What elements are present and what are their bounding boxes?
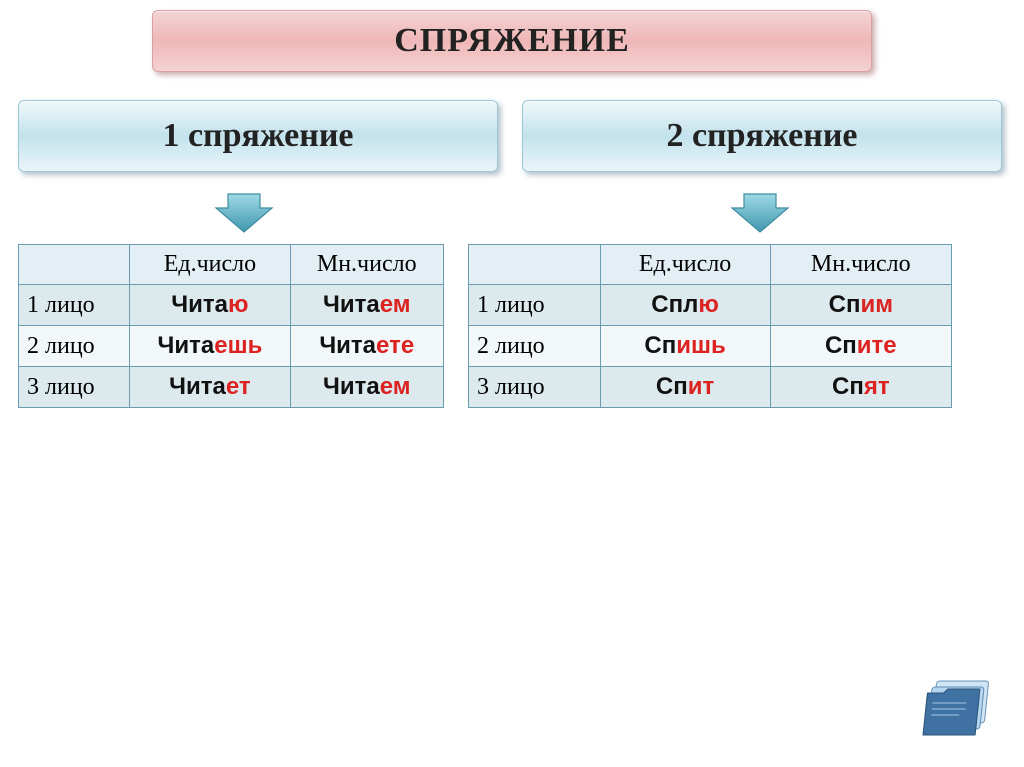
cell: Спит: [600, 367, 770, 408]
down-arrow-icon: [730, 190, 790, 234]
cell: Читаете: [290, 326, 444, 367]
conjugation-1-heading: 1 спряжение: [162, 117, 353, 155]
col-plural: Мн.число: [290, 245, 444, 285]
conjugation-2-heading-box: 2 спряжение: [522, 100, 1002, 172]
cell: Читает: [130, 367, 290, 408]
row-label: 1 лицо: [469, 285, 601, 326]
cell: Читаю: [130, 285, 290, 326]
conjugation-2-table: Ед.число Мн.число 1 лицо Сплю Спим 2 лиц…: [468, 244, 952, 408]
row-label: 1 лицо: [19, 285, 130, 326]
folder-icon: [916, 669, 1002, 745]
table-row: 3 лицо Спит Спят: [469, 367, 952, 408]
table-corner: [469, 245, 601, 285]
cell: Читаем: [290, 367, 444, 408]
col-singular: Ед.число: [600, 245, 770, 285]
row-label: 2 лицо: [19, 326, 130, 367]
col-plural: Мн.число: [770, 245, 951, 285]
table-corner: [19, 245, 130, 285]
cell: Спят: [770, 367, 951, 408]
row-label: 2 лицо: [469, 326, 601, 367]
row-label: 3 лицо: [469, 367, 601, 408]
main-title: СПРЯЖЕНИЕ: [394, 22, 630, 60]
cell: Спишь: [600, 326, 770, 367]
conjugation-2-heading: 2 спряжение: [666, 117, 857, 155]
table-row: 2 лицо Спишь Спите: [469, 326, 952, 367]
table-row: 3 лицо Читает Читаем: [19, 367, 444, 408]
col-singular: Ед.число: [130, 245, 290, 285]
row-label: 3 лицо: [19, 367, 130, 408]
table-row: 1 лицо Читаю Читаем: [19, 285, 444, 326]
cell: Сплю: [600, 285, 770, 326]
conjugation-1-heading-box: 1 спряжение: [18, 100, 498, 172]
cell: Спим: [770, 285, 951, 326]
conjugation-1-table: Ед.число Мн.число 1 лицо Читаю Читаем 2 …: [18, 244, 444, 408]
table-row: 2 лицо Читаешь Читаете: [19, 326, 444, 367]
cell: Спите: [770, 326, 951, 367]
cell: Читаешь: [130, 326, 290, 367]
table-row: 1 лицо Сплю Спим: [469, 285, 952, 326]
cell: Читаем: [290, 285, 444, 326]
down-arrow-icon: [214, 190, 274, 234]
main-title-box: СПРЯЖЕНИЕ: [152, 10, 872, 72]
